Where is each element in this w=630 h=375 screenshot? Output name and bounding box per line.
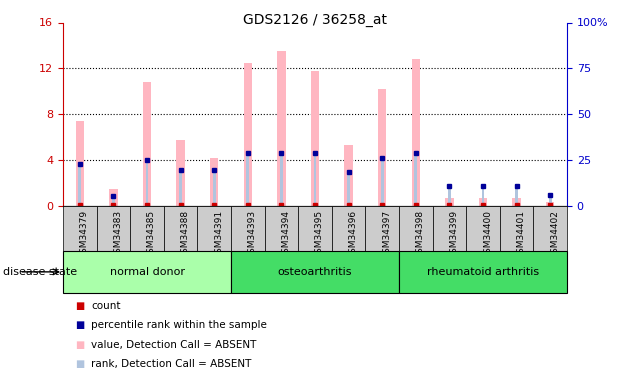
Bar <box>164 206 197 251</box>
Bar <box>399 251 567 292</box>
Bar <box>231 206 265 251</box>
Bar <box>546 202 554 206</box>
Bar <box>448 186 450 206</box>
Text: GSM34395: GSM34395 <box>315 210 324 259</box>
Bar <box>143 82 151 206</box>
Text: value, Detection Call = ABSENT: value, Detection Call = ABSENT <box>91 340 257 350</box>
Bar <box>146 160 148 206</box>
Text: ■: ■ <box>76 320 85 330</box>
Bar <box>534 206 567 251</box>
Text: GSM34393: GSM34393 <box>248 210 257 259</box>
Bar <box>180 170 182 206</box>
Bar <box>347 172 350 206</box>
Text: GSM34400: GSM34400 <box>483 210 492 259</box>
Bar <box>109 189 118 206</box>
Bar <box>63 206 96 251</box>
Text: GSM34399: GSM34399 <box>449 210 459 259</box>
Bar <box>381 158 384 206</box>
Bar <box>512 198 521 206</box>
Bar <box>63 251 231 292</box>
Bar <box>246 153 249 206</box>
Text: rheumatoid arthritis: rheumatoid arthritis <box>427 267 539 277</box>
Text: normal donor: normal donor <box>110 267 185 277</box>
Text: GSM34402: GSM34402 <box>550 210 559 259</box>
Bar <box>445 198 454 206</box>
Bar <box>365 206 399 251</box>
Bar <box>265 206 298 251</box>
Bar <box>515 186 518 206</box>
Text: count: count <box>91 301 121 310</box>
Text: ■: ■ <box>76 340 85 350</box>
Bar <box>378 89 386 206</box>
Text: GSM34383: GSM34383 <box>113 210 122 259</box>
Bar <box>96 206 130 251</box>
Text: ■: ■ <box>76 359 85 369</box>
Bar <box>130 206 164 251</box>
Bar <box>411 59 420 206</box>
Bar <box>112 196 115 206</box>
Bar <box>231 251 399 292</box>
Bar <box>314 153 316 206</box>
Bar <box>210 158 219 206</box>
Bar <box>466 206 500 251</box>
Text: GSM34397: GSM34397 <box>382 210 391 259</box>
Bar <box>213 170 215 206</box>
Bar <box>479 198 487 206</box>
Bar <box>197 206 231 251</box>
Bar <box>280 153 283 206</box>
Text: GSM34391: GSM34391 <box>214 210 223 259</box>
Bar <box>415 153 417 206</box>
Bar <box>399 206 433 251</box>
Text: rank, Detection Call = ABSENT: rank, Detection Call = ABSENT <box>91 359 252 369</box>
Text: GDS2126 / 36258_at: GDS2126 / 36258_at <box>243 13 387 27</box>
Text: disease state: disease state <box>3 267 77 277</box>
Text: GSM34379: GSM34379 <box>80 210 89 259</box>
Bar <box>500 206 534 251</box>
Bar <box>433 206 466 251</box>
Bar <box>332 206 365 251</box>
Text: GSM34396: GSM34396 <box>348 210 358 259</box>
Text: GSM34401: GSM34401 <box>517 210 525 259</box>
Bar <box>311 71 319 206</box>
Bar <box>482 186 484 206</box>
Text: percentile rank within the sample: percentile rank within the sample <box>91 320 267 330</box>
Bar <box>549 195 551 206</box>
Bar <box>298 206 332 251</box>
Bar <box>244 63 252 206</box>
Text: ■: ■ <box>76 301 85 310</box>
Text: GSM34388: GSM34388 <box>181 210 190 259</box>
Bar <box>76 121 84 206</box>
Bar <box>79 164 81 206</box>
Bar <box>277 51 285 206</box>
Bar <box>345 146 353 206</box>
Text: osteoarthritis: osteoarthritis <box>278 267 352 277</box>
Text: GSM34394: GSM34394 <box>282 210 290 259</box>
Text: GSM34385: GSM34385 <box>147 210 156 259</box>
Text: GSM34398: GSM34398 <box>416 210 425 259</box>
Bar <box>176 140 185 206</box>
